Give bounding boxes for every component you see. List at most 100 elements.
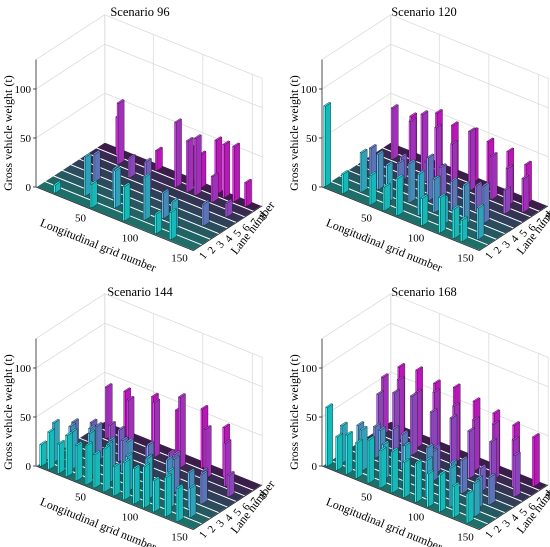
bar-side: [325, 102, 331, 188]
bar: [420, 194, 429, 227]
bar-side: [356, 439, 363, 479]
bar-top: [89, 180, 98, 185]
bar-side: [370, 171, 377, 206]
grid-tick-label: 50: [75, 213, 87, 225]
bar-top: [172, 455, 180, 460]
bar-front: [83, 156, 86, 197]
bar: [345, 430, 353, 475]
bar-side: [203, 200, 210, 227]
bar-front: [341, 173, 344, 195]
bar-top: [467, 427, 476, 432]
bar: [155, 146, 163, 172]
bar-top: [511, 435, 520, 441]
bar-front: [227, 474, 230, 498]
bar: [53, 180, 62, 194]
bar-front: [85, 444, 87, 486]
bar-front: [122, 461, 125, 501]
bar-front: [438, 196, 441, 234]
bar-side: [118, 99, 125, 165]
bar-front: [466, 493, 469, 524]
bar-top: [376, 390, 385, 395]
bar-top: [366, 435, 375, 441]
weight-tick-label: 0: [26, 461, 32, 473]
bar-side: [489, 473, 496, 506]
bar-top: [521, 174, 530, 180]
bar-top: [71, 418, 79, 423]
y-axis-label: Gross vehicle weight (t): [287, 354, 301, 470]
bar-side: [195, 134, 202, 196]
bar: [335, 432, 344, 471]
bar-front: [408, 162, 410, 203]
bar-top: [65, 431, 73, 436]
bar-top: [122, 182, 131, 187]
bar-side: [416, 459, 423, 503]
bar-top: [448, 463, 457, 469]
bar: [39, 440, 48, 467]
bar-top: [402, 458, 411, 463]
bar-side: [404, 458, 411, 499]
bar-top: [161, 188, 170, 194]
bar-side: [461, 456, 468, 495]
bar-front: [161, 192, 164, 219]
bar: [224, 199, 233, 218]
bar: [92, 150, 101, 183]
bar-top: [203, 425, 212, 430]
bar-top: [396, 159, 405, 164]
bar: [132, 464, 141, 505]
bar: [65, 431, 73, 478]
bar-top: [244, 178, 252, 184]
weight-tick-label: 100: [15, 84, 32, 96]
bar-front: [449, 467, 451, 508]
bar-side: [491, 152, 498, 200]
x-axis: [321, 465, 480, 530]
bar-top: [434, 123, 443, 129]
weight-tick-label: 0: [312, 182, 318, 194]
bar-top: [112, 462, 121, 467]
bar-front: [116, 102, 119, 165]
bar-side: [422, 194, 429, 227]
bar-top: [462, 181, 471, 186]
bar-top: [460, 215, 468, 221]
bar-top: [435, 109, 443, 114]
bar-top: [460, 456, 468, 461]
bar-side: [337, 433, 343, 471]
bar-side: [483, 182, 490, 224]
bar-top: [532, 433, 540, 438]
weight-tick-label: 100: [15, 363, 32, 375]
bar-front: [323, 105, 326, 187]
bar-front: [200, 408, 203, 469]
bar-top: [472, 415, 480, 421]
bar-top: [199, 470, 208, 475]
bar: [112, 462, 121, 497]
bar-side: [384, 183, 391, 212]
weight-tick-label: 50: [20, 133, 32, 145]
bar-front: [90, 183, 92, 209]
bar: [178, 393, 186, 469]
bar-side: [212, 172, 219, 203]
weight-tick-label: 50: [306, 133, 318, 145]
bar-top: [487, 473, 496, 478]
bar-side: [134, 464, 141, 505]
bar-front: [210, 175, 213, 203]
bar: [487, 473, 496, 506]
bar-top: [400, 430, 409, 435]
bar-top: [472, 479, 481, 484]
bar-side: [224, 141, 230, 199]
grid-tick-label: 100: [122, 512, 139, 524]
bar-side: [342, 170, 349, 195]
bar-side: [440, 193, 446, 234]
bar-top: [165, 455, 174, 461]
bar-front: [450, 180, 453, 211]
bar: [244, 178, 252, 208]
bar-top: [151, 392, 159, 398]
bar-side: [514, 451, 521, 498]
bar-front: [188, 487, 191, 518]
bar-front: [513, 454, 516, 498]
bar-front: [420, 197, 423, 227]
weight-gridline: [35, 92, 263, 158]
bar-top: [512, 421, 521, 426]
bar-side: [66, 431, 73, 478]
bar-front: [490, 155, 492, 200]
